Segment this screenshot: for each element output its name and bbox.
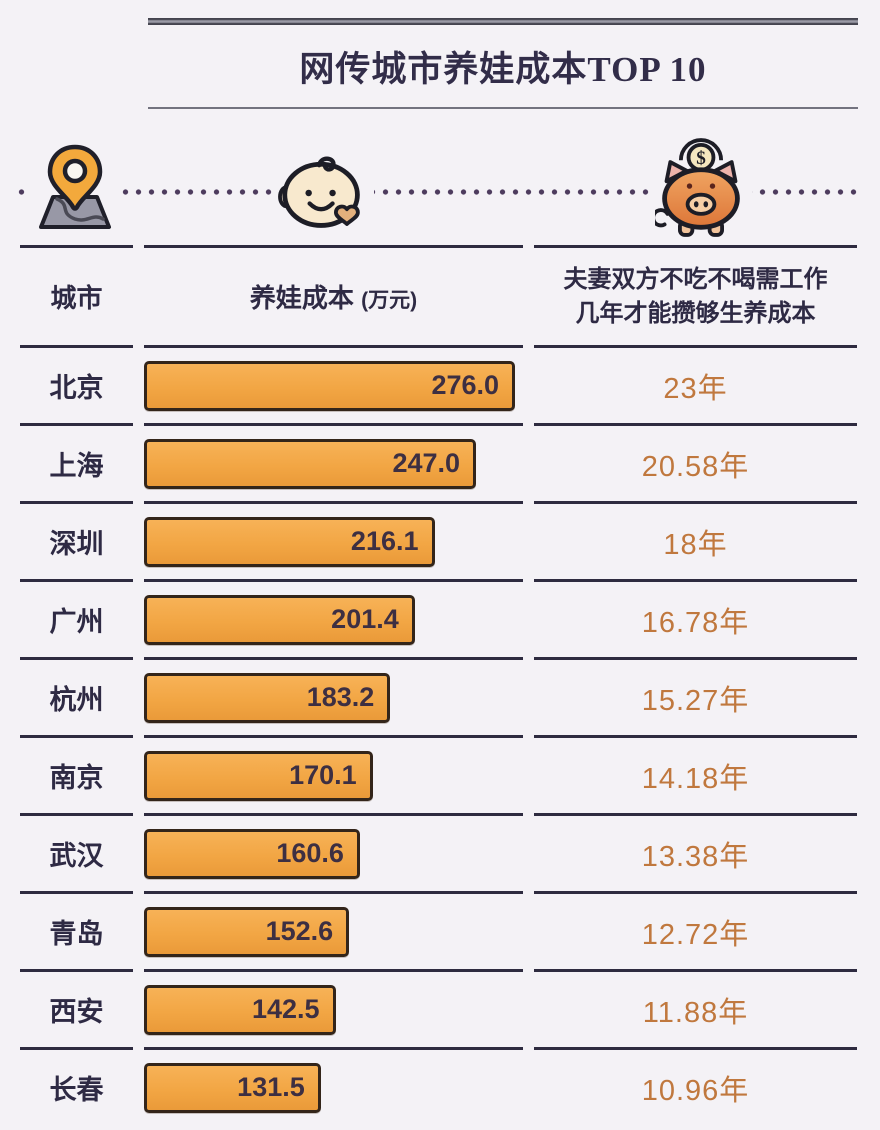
icons-row: $: [0, 109, 880, 245]
cost-bar-cell: 201.4: [144, 579, 523, 657]
cost-bar: 201.4: [144, 594, 415, 645]
cost-bar-cell: 131.5: [144, 1047, 523, 1125]
cost-value: 276.0: [431, 370, 500, 400]
cost-bar: 152.6: [144, 906, 350, 957]
cost-value: 142.5: [252, 994, 320, 1024]
cost-bar: 247.0: [144, 438, 477, 489]
baby-icon: [272, 149, 374, 235]
city-label: 北京: [20, 345, 133, 423]
city-label: 武汉: [20, 813, 133, 891]
header-years-line1: 夫妻双方不吃不喝需工作: [563, 265, 828, 293]
header-cost-unit: (万元): [361, 289, 418, 312]
cost-bar-cell: 247.0: [144, 423, 523, 501]
cost-bar-cell: 216.1: [144, 501, 523, 579]
header-city-label: 城市: [50, 283, 103, 313]
city-label: 深圳: [20, 501, 133, 579]
cost-value: 160.6: [276, 838, 344, 868]
cost-bar-cell: 152.6: [144, 891, 523, 969]
cost-bar-cell: 160.6: [144, 813, 523, 891]
map-pin-icon: [30, 141, 120, 237]
header-years-line2: 几年才能攒够生养成本: [575, 299, 816, 327]
city-label: 长春: [20, 1047, 133, 1125]
city-label: 广州: [20, 579, 133, 657]
cost-value: 201.4: [331, 604, 399, 634]
header-cost-label: 养娃成本 (万元): [249, 283, 418, 313]
city-label: 杭州: [20, 657, 133, 735]
years-value: 14.18年: [534, 735, 857, 813]
cost-bar-cell: 170.1: [144, 735, 523, 813]
cost-value: 131.5: [237, 1072, 305, 1102]
city-label: 西安: [20, 969, 133, 1047]
cost-bar: 131.5: [144, 1062, 321, 1113]
years-value: 11.88年: [534, 969, 857, 1047]
cost-bar: 183.2: [144, 672, 391, 723]
cost-value: 170.1: [289, 760, 357, 790]
years-value: 20.58年: [534, 423, 857, 501]
cost-bar-cell: 183.2: [144, 657, 523, 735]
years-value: 23年: [534, 345, 857, 423]
header-cost: 养娃成本 (万元): [144, 245, 523, 345]
years-value: 10.96年: [534, 1047, 857, 1125]
cost-bar: 160.6: [144, 828, 360, 879]
cost-bar-cell: 142.5: [144, 969, 523, 1047]
cost-bar: 276.0: [144, 360, 516, 411]
city-label: 南京: [20, 735, 133, 813]
years-value: 15.27年: [534, 657, 857, 735]
cost-value: 216.1: [350, 526, 419, 556]
title-top-rule: [148, 18, 858, 25]
header-city: 城市: [20, 245, 133, 345]
cost-value: 247.0: [392, 448, 461, 478]
cost-bar: 216.1: [144, 516, 435, 567]
city-label: 青岛: [20, 891, 133, 969]
cost-bar: 170.1: [144, 750, 373, 801]
header-years: 夫妻双方不吃不喝需工作 几年才能攒够生养成本: [534, 245, 857, 345]
years-value: 12.72年: [534, 891, 857, 969]
cost-bar-cell: 276.0: [144, 345, 523, 423]
cost-bar: 142.5: [144, 984, 336, 1035]
dotted-divider: [15, 189, 862, 195]
years-value: 16.78年: [534, 579, 857, 657]
svg-text:$: $: [696, 148, 706, 169]
cost-table: 城市 养娃成本 (万元) 夫妻双方不吃不喝需工作 几年才能攒够生养成本 北京 2…: [20, 245, 857, 1125]
title-bottom-rule: [148, 107, 858, 109]
title-block: 网传城市养娃成本TOP 10: [148, 0, 858, 109]
cost-value: 183.2: [306, 682, 375, 712]
cost-value: 152.6: [265, 916, 334, 946]
page-title: 网传城市养娃成本TOP 10: [299, 49, 707, 89]
city-label: 上海: [20, 423, 133, 501]
years-value: 13.38年: [534, 813, 857, 891]
piggy-bank-icon: $: [650, 137, 752, 239]
years-value: 18年: [534, 501, 857, 579]
